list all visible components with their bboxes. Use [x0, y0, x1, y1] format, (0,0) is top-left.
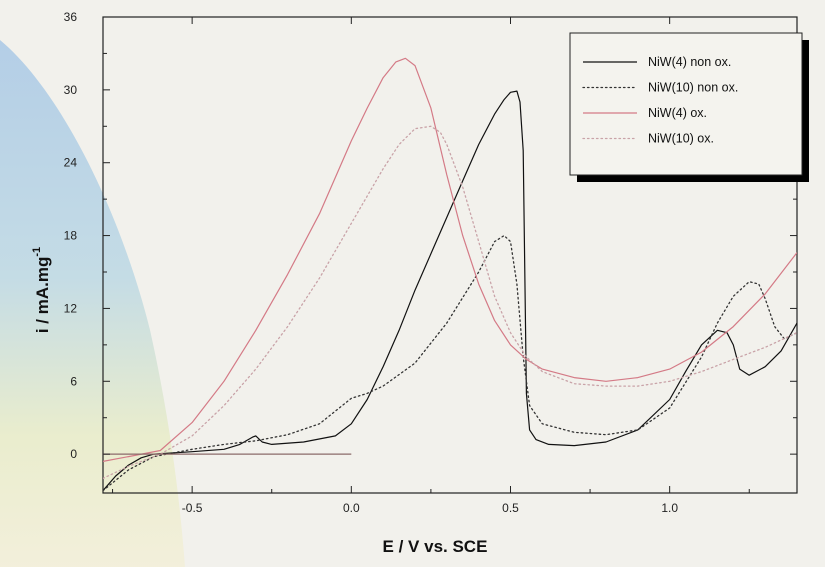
series-line-niw-10-ox [103, 125, 797, 480]
legend-label: NiW(4) ox. [648, 106, 707, 120]
y-axis-title-main: i / mA.mg [33, 257, 52, 334]
plot-border [102, 16, 798, 494]
decorative-arc [0, 40, 185, 567]
x-axis-ticks: -0.5 0.0 0.5 1.0 [112, 17, 750, 515]
legend-box [569, 32, 803, 176]
y-tick-label: 36 [64, 10, 78, 24]
curves [103, 57, 797, 492]
x-tick-label: 1.0 [661, 501, 678, 515]
y-tick-label: 24 [64, 156, 78, 170]
legend: NiW(4) non ox. NiW(10) non ox. NiW(4) ox. N… [569, 32, 809, 182]
x-tick-label: -0.5 [182, 501, 203, 515]
y-tick-label: 30 [64, 83, 78, 97]
x-tick-label: 0.0 [343, 501, 360, 515]
series-line-niw-4-non-ox [103, 90, 797, 491]
x-tick-label: 0.5 [502, 501, 519, 515]
legend-label: NiW(10) ox. [648, 132, 714, 146]
x-axis-title: E / V vs. SCE [383, 537, 488, 556]
plot-frame [102, 16, 798, 494]
legend-label: NiW(10) non ox. [648, 81, 738, 95]
y-axis-title-sup: -1 [31, 247, 43, 257]
y-tick-label: 0 [70, 447, 77, 461]
series-line-niw-10-non-ox [103, 234, 797, 492]
y-tick-label: 12 [64, 301, 78, 315]
y-axis-title: i / mA.mg-1 [31, 247, 52, 333]
y-tick-label: 18 [64, 229, 78, 243]
series-line-niw-4-ox [103, 57, 797, 462]
legend-label: NiW(4) non ox. [648, 55, 731, 69]
y-tick-label: 6 [70, 374, 77, 388]
